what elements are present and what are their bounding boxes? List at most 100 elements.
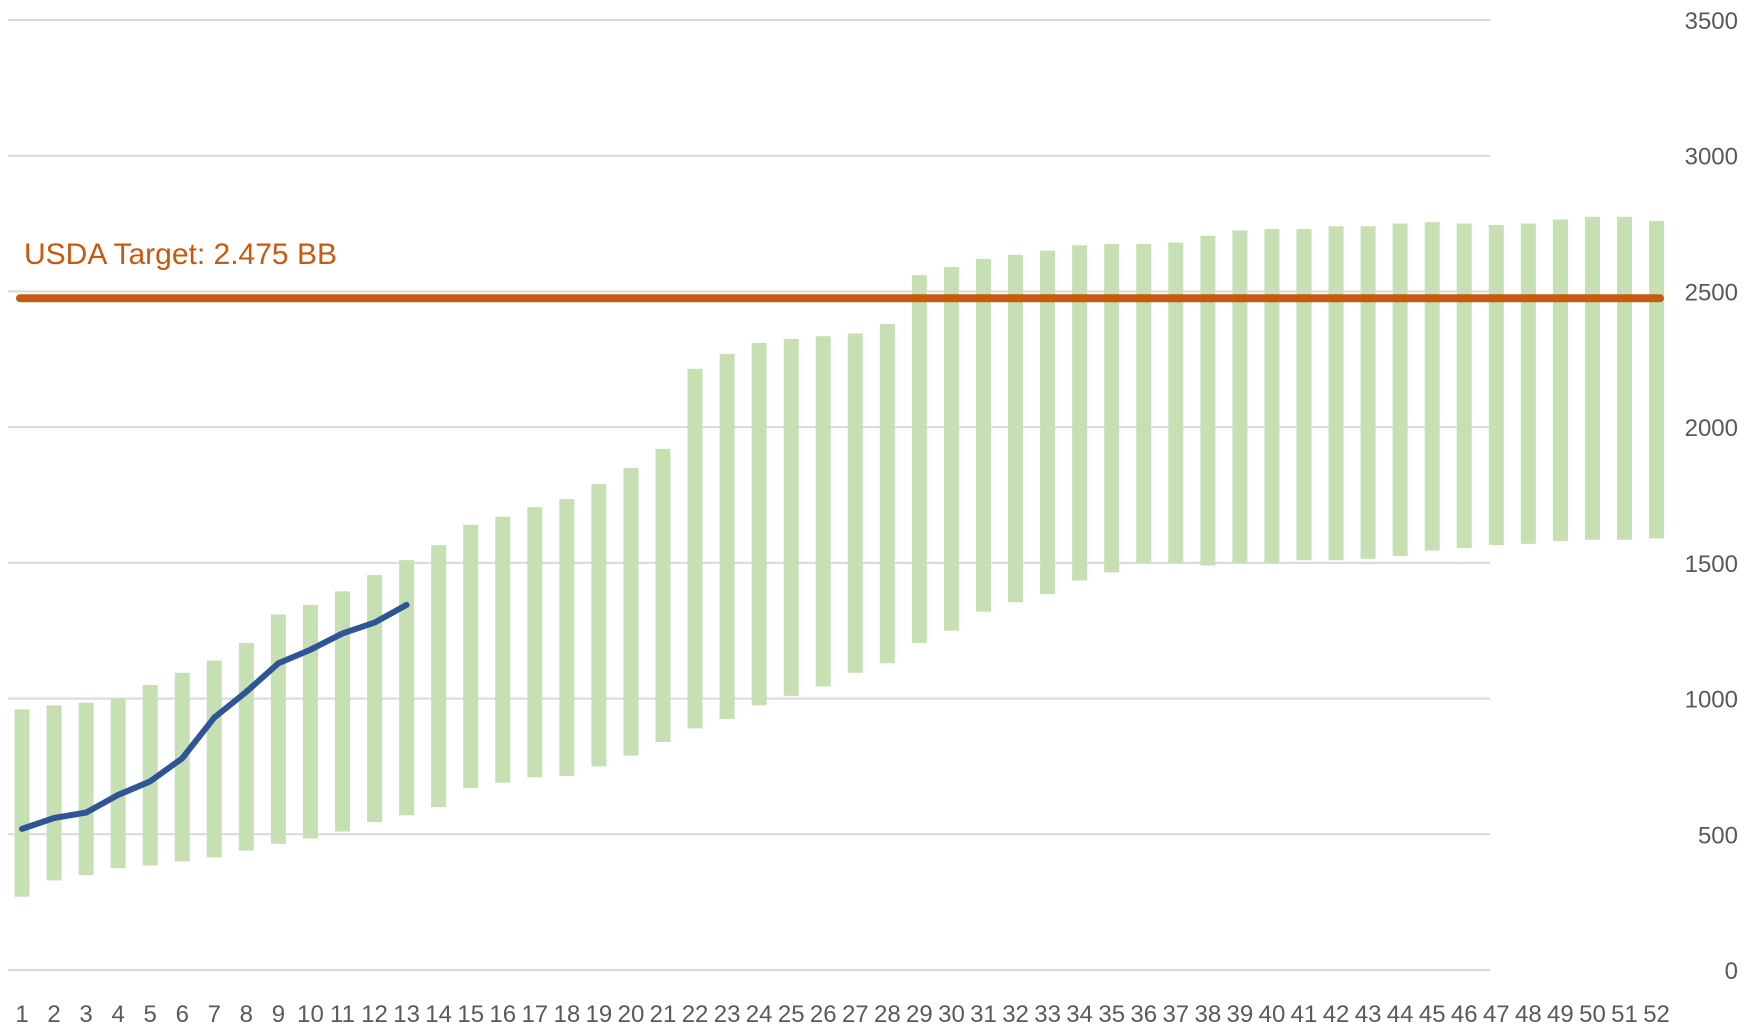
x-tick-label: 38	[1194, 1001, 1221, 1026]
x-tick-label: 44	[1387, 1001, 1414, 1026]
range-bar	[367, 575, 383, 823]
target-line-group: USDA Target: 2.475 BB	[16, 238, 1664, 303]
range-bar	[1617, 216, 1632, 540]
range-bar	[1040, 250, 1056, 595]
x-tick-label: 37	[1162, 1001, 1189, 1026]
range-bar	[1552, 219, 1568, 542]
x-tick-label: 45	[1419, 1001, 1446, 1026]
range-bar	[655, 448, 671, 742]
x-tick-label: 5	[144, 1001, 157, 1026]
y-axis-tick-labels: 0 500 1000 1500 2000 2500 3000 3500	[1685, 8, 1738, 985]
x-tick-label: 50	[1579, 1001, 1606, 1026]
range-bar	[14, 709, 30, 897]
x-tick-label: 52	[1643, 1001, 1670, 1026]
x-tick-label: 21	[650, 1001, 677, 1026]
range-bar	[110, 698, 126, 869]
x-tick-label: 51	[1611, 1001, 1638, 1026]
x-tick-label: 48	[1515, 1001, 1542, 1026]
x-tick-label: 4	[111, 1001, 124, 1026]
range-bar	[1584, 216, 1600, 540]
range-bar	[1649, 220, 1665, 539]
x-tick-label: 9	[272, 1001, 285, 1026]
range-bar	[623, 467, 639, 756]
x-tick-label: 6	[176, 1001, 189, 1026]
range-bar	[399, 560, 415, 816]
range-bar	[783, 338, 799, 696]
range-bar	[335, 591, 350, 832]
x-tick-label: 26	[810, 1001, 837, 1026]
x-tick-label: 36	[1130, 1001, 1157, 1026]
range-bar	[1008, 254, 1024, 603]
x-tick-label: 39	[1227, 1001, 1254, 1026]
range-bar	[911, 275, 927, 643]
x-tick-label: 33	[1034, 1001, 1061, 1026]
range-bar	[1424, 222, 1440, 551]
x-tick-label: 23	[714, 1001, 741, 1026]
range-bar	[495, 516, 511, 783]
range-bar	[1264, 229, 1280, 563]
x-tick-label: 14	[425, 1001, 452, 1026]
x-tick-label: 3	[79, 1001, 92, 1026]
x-axis-tick-labels: 1 2 3 4 5 6 7 8 9 10 11 12 13 14 15 16 17 18 19 20 21 22 23 24 2…	[15, 1001, 1670, 1026]
range-bar	[1360, 226, 1376, 559]
x-tick-label: 41	[1291, 1001, 1318, 1026]
range-bar	[1104, 243, 1120, 573]
x-tick-label: 43	[1355, 1001, 1382, 1026]
range-bar	[1296, 229, 1312, 561]
y-tick-label: 2000	[1685, 415, 1738, 442]
x-tick-label: 29	[906, 1001, 933, 1026]
range-bar	[847, 333, 863, 673]
x-tick-label: 47	[1483, 1001, 1510, 1026]
x-tick-label: 49	[1547, 1001, 1574, 1026]
range-bar	[1072, 245, 1088, 581]
x-tick-label: 12	[361, 1001, 388, 1026]
x-tick-label: 46	[1451, 1001, 1478, 1026]
x-tick-label: 34	[1066, 1001, 1093, 1026]
range-bar	[879, 324, 895, 664]
range-bar	[463, 524, 479, 789]
range-bar	[1168, 242, 1184, 563]
x-tick-label: 10	[297, 1001, 324, 1026]
x-tick-label: 35	[1098, 1001, 1125, 1026]
range-bar	[174, 672, 190, 862]
x-tick-label: 30	[938, 1001, 965, 1026]
range-bar	[943, 267, 959, 631]
range-bar	[591, 484, 607, 767]
range-bar	[238, 642, 254, 851]
x-tick-label: 19	[586, 1001, 613, 1026]
usda-target-label: USDA Target: 2.475 BB	[24, 238, 337, 271]
x-tick-label: 32	[1002, 1001, 1029, 1026]
x-tick-label: 27	[842, 1001, 869, 1026]
x-tick-label: 18	[553, 1001, 580, 1026]
grid-lines	[8, 19, 1490, 971]
y-tick-label: 3000	[1685, 144, 1738, 171]
y-tick-label: 1000	[1685, 687, 1738, 714]
x-tick-label: 42	[1323, 1001, 1350, 1026]
x-tick-label: 8	[240, 1001, 253, 1026]
range-bar	[751, 343, 767, 706]
range-bar	[1488, 224, 1504, 546]
x-tick-label: 16	[489, 1001, 516, 1026]
y-tick-label: 1500	[1685, 551, 1738, 578]
y-tick-label: 0	[1725, 958, 1738, 985]
range-bars	[14, 216, 1665, 897]
range-bar	[815, 336, 831, 687]
x-tick-label: 17	[521, 1001, 548, 1026]
y-tick-label: 2500	[1685, 279, 1738, 306]
actual-line	[19, 601, 410, 832]
range-bar	[431, 545, 447, 808]
range-bar	[976, 258, 991, 612]
x-tick-label: 22	[682, 1001, 709, 1026]
range-bar	[527, 507, 543, 778]
range-bar	[142, 685, 158, 866]
x-tick-label: 28	[874, 1001, 901, 1026]
range-bar	[1456, 223, 1472, 548]
x-tick-label: 24	[746, 1001, 773, 1026]
x-tick-label: 31	[970, 1001, 997, 1026]
x-tick-label: 25	[778, 1001, 805, 1026]
range-bar	[270, 614, 286, 844]
range-bar	[1520, 223, 1536, 544]
x-tick-label: 40	[1259, 1001, 1286, 1026]
range-bar	[1200, 235, 1216, 566]
